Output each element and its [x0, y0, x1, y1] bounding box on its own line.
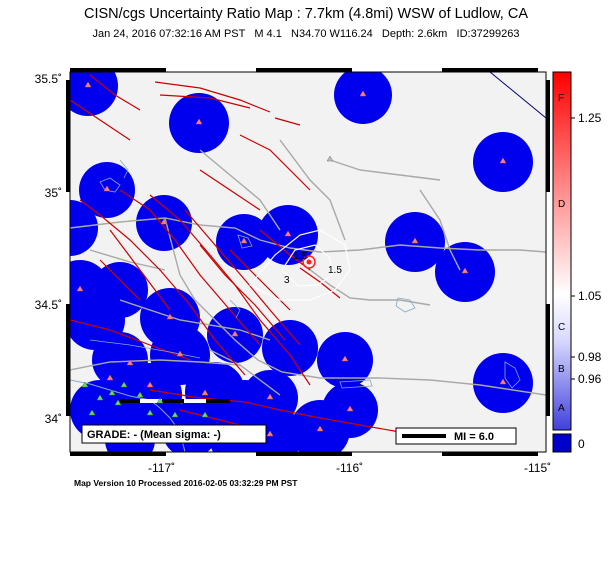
colorbar-zero-swatch [552, 433, 572, 453]
colorbar-label: 0.96 [578, 372, 602, 386]
mi-legend-box [395, 427, 517, 445]
roads [70, 139, 546, 396]
station-gray [326, 155, 334, 162]
colorbar-label: 1.25 [578, 111, 602, 125]
x-tick-label: -117˚ [148, 461, 175, 475]
frame-ticks [66, 68, 550, 456]
stations [76, 81, 507, 437]
contour-label-3: 1.5 [328, 265, 342, 276]
state-boundary [489, 72, 546, 119]
y-tick-label: 34.5˚ [35, 298, 62, 312]
map-area: 1.5 3 1.5 [70, 72, 546, 452]
x-tick-label: -115˚ [524, 461, 551, 475]
colorbar-label: 0 [578, 437, 585, 451]
grade-box [81, 424, 267, 444]
lakes [89, 159, 521, 389]
scale-bar [120, 399, 230, 403]
contours [249, 229, 351, 301]
mi-legend-bar [402, 434, 446, 438]
faults [70, 74, 401, 433]
epicenter-ring [302, 255, 316, 269]
y-tick-label: 35.5˚ [35, 72, 62, 86]
y-tick-label: 34˚ [45, 412, 62, 426]
colorbar-grade: B [558, 364, 565, 375]
stations-green [81, 381, 229, 438]
colorbar-grade: D [558, 199, 565, 210]
mi-legend-text: MI = 6.0 [454, 431, 494, 443]
map-title: CISN/cgs Uncertainty Ratio Map : 7.7km (… [84, 6, 528, 22]
colorbar: 1.25 1.05 0.98 0.96 0 F D C B A [552, 71, 602, 453]
epicenter-star [306, 259, 312, 265]
colorbar-grade: A [558, 403, 565, 414]
contour-label-2: 3 [284, 275, 290, 286]
colorbar-label: 0.98 [578, 350, 602, 364]
colorbar-grade: C [558, 322, 565, 333]
processing-footer: Map Version 10 Processed 2016-02-05 03:3… [74, 478, 298, 488]
colorbar-label: 1.05 [578, 289, 602, 303]
event-info: Jan 24, 2016 07:32:16 AM PST M 4.1 N34.7… [92, 28, 520, 40]
y-tick-label: 35˚ [45, 186, 62, 200]
colorbar-grade: F [558, 93, 564, 104]
x-tick-label: -116˚ [336, 461, 363, 475]
grade-text: GRADE: - (Mean sigma: -) [87, 429, 221, 441]
contour-label-1: 1.5 [293, 251, 307, 262]
